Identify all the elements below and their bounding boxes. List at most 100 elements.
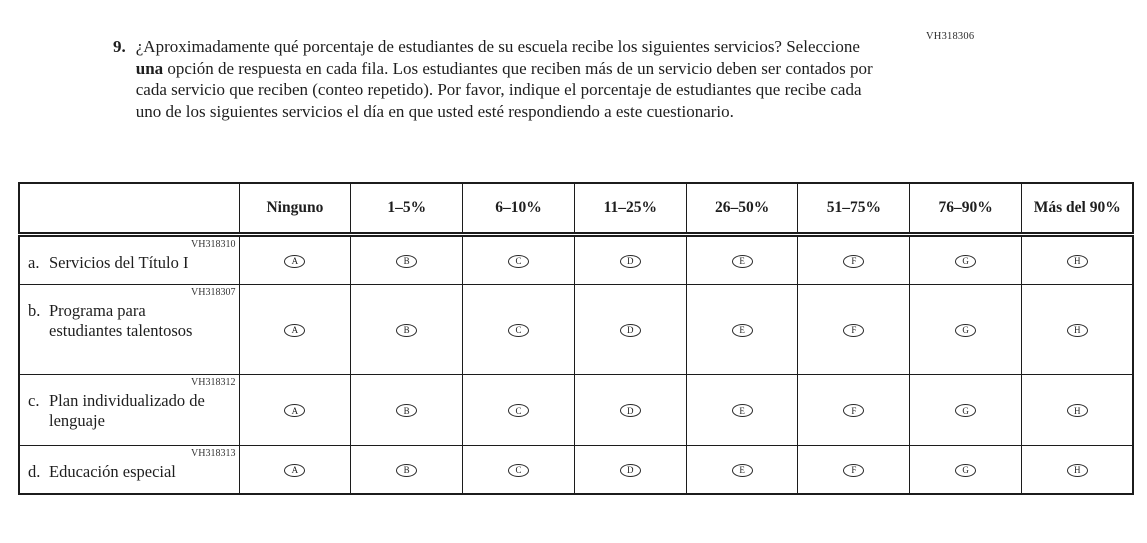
answer-bubble-f[interactable]: F [843, 323, 865, 337]
option-cell: H [1021, 233, 1134, 285]
answer-bubble-b[interactable]: B [396, 323, 418, 337]
option-cell: G [909, 444, 1023, 495]
row-variable-code: VH318313 [191, 447, 236, 459]
row-item-text: Servicios del Título I [49, 252, 189, 272]
answer-bubble-h[interactable]: H [1066, 323, 1088, 337]
option-cell: A [238, 233, 352, 285]
row-item-text: Programa para estudiantes talentosos [49, 300, 193, 340]
response-table: Ninguno 1–5% 6–10% 11–25% 26–50% 51–75% … [18, 182, 1135, 495]
row-label-cell: VH318307 b. Programa para estudiantes tale… [18, 283, 240, 375]
row-label: a. Servicios del Título I [28, 253, 237, 273]
answer-bubble-d[interactable]: D [619, 463, 641, 477]
row-item-letter: a. [28, 252, 40, 272]
column-header-1-5: 1–5% [350, 182, 464, 237]
answer-bubble-c[interactable]: C [507, 404, 529, 417]
column-header-6-10: 6–10% [462, 182, 575, 237]
table-row-b: VH318307 b. Programa para estudiantes tale… [18, 283, 1134, 375]
option-cell: E [685, 233, 799, 285]
answer-bubble-e[interactable]: E [731, 323, 753, 337]
option-cell: B [350, 283, 464, 375]
answer-bubble-d[interactable]: D [619, 323, 641, 337]
option-cell: G [909, 233, 1023, 285]
answer-bubble-c[interactable]: C [507, 463, 529, 477]
option-cell: F [797, 444, 911, 495]
answer-bubble-a[interactable]: A [284, 463, 306, 477]
answer-bubble-g[interactable]: G [955, 404, 977, 417]
row-label-cell: VH318312 c. Plan individualizado de lengua… [18, 373, 240, 446]
question-block: 9. ¿Aproximadamente qué porcentaje de es… [113, 36, 888, 122]
answer-bubble-g[interactable]: G [955, 323, 977, 337]
row-item-text: Educación especial [49, 461, 176, 481]
row-label: d. Educación especial [28, 462, 237, 482]
option-cell: D [573, 283, 687, 375]
option-cell: A [238, 373, 352, 446]
question-text-part2: opción de respuesta en cada fila. Los es… [135, 58, 873, 121]
answer-bubble-h[interactable]: H [1066, 254, 1088, 268]
question-variable-code: VH318306 [926, 31, 975, 42]
row-item-letter: b. [28, 300, 41, 320]
option-cell: H [1021, 283, 1134, 375]
answer-bubble-h[interactable]: H [1066, 463, 1088, 477]
row-label-cell: VH318313 d. Educación especial [18, 444, 240, 495]
option-cell: F [797, 373, 911, 446]
answer-bubble-d[interactable]: D [619, 254, 641, 268]
row-variable-code: VH318312 [191, 376, 236, 388]
option-cell: A [238, 283, 352, 375]
answer-bubble-f[interactable]: F [843, 404, 865, 417]
row-label: c. Plan individualizado de lenguaje [28, 391, 237, 431]
answer-bubble-a[interactable]: A [284, 323, 306, 337]
row-variable-code: VH318307 [191, 286, 236, 298]
column-header-11-25: 11–25% [573, 182, 687, 237]
row-variable-code: VH318310 [191, 238, 236, 250]
option-cell: D [573, 444, 687, 495]
answer-bubble-f[interactable]: F [843, 254, 865, 268]
answer-bubble-b[interactable]: B [396, 463, 418, 477]
option-cell: C [462, 444, 575, 495]
option-cell: D [573, 373, 687, 446]
question-text: ¿Aproximadamente qué porcentaje de estud… [136, 36, 884, 122]
row-label: b. Programa para estudiantes talentosos [28, 301, 237, 341]
answer-bubble-h[interactable]: H [1066, 404, 1088, 417]
option-cell: D [573, 233, 687, 285]
answer-bubble-b[interactable]: B [396, 254, 418, 268]
row-item-letter: d. [28, 461, 41, 481]
answer-bubble-a[interactable]: A [284, 254, 306, 268]
option-cell: E [685, 444, 799, 495]
answer-bubble-g[interactable]: G [955, 254, 977, 268]
column-header-mas-90: Más del 90% [1021, 182, 1134, 237]
option-cell: C [462, 283, 575, 375]
answer-bubble-g[interactable]: G [955, 463, 977, 477]
column-header-ninguno: Ninguno [238, 182, 352, 237]
answer-bubble-c[interactable]: C [507, 323, 529, 337]
table-row-c: VH318312 c. Plan individualizado de lengua… [18, 373, 1134, 446]
option-cell: C [462, 233, 575, 285]
option-cell: A [238, 444, 352, 495]
table-row-a: VH318310 a. Servicios del Título I A B C D E F G H [18, 233, 1134, 285]
option-cell: E [685, 283, 799, 375]
table-row-d: VH318313 d. Educación especial A B C D E F G H [18, 444, 1134, 495]
question-text-bold-word: una [135, 58, 164, 78]
answer-bubble-e[interactable]: E [731, 254, 753, 268]
option-cell: B [350, 444, 464, 495]
answer-bubble-c[interactable]: C [507, 254, 529, 268]
option-cell: H [1021, 373, 1134, 446]
answer-bubble-e[interactable]: E [731, 404, 753, 417]
option-cell: B [350, 233, 464, 285]
option-cell: F [797, 233, 911, 285]
table-body: VH318310 a. Servicios del Título I A B C D E F G H… [18, 233, 1134, 495]
answer-bubble-f[interactable]: F [843, 463, 865, 477]
row-item-text: Plan individualizado de lenguaje [49, 390, 205, 430]
option-cell: B [350, 373, 464, 446]
header-empty-corner [18, 182, 240, 237]
option-cell: G [909, 373, 1023, 446]
option-cell: C [462, 373, 575, 446]
column-header-26-50: 26–50% [685, 182, 799, 237]
answer-bubble-e[interactable]: E [731, 463, 753, 477]
option-cell: H [1021, 444, 1134, 495]
answer-bubble-d[interactable]: D [619, 404, 641, 417]
answer-bubble-a[interactable]: A [284, 404, 306, 417]
row-item-letter: c. [28, 390, 40, 410]
answer-bubble-b[interactable]: B [396, 404, 418, 417]
header-row: Ninguno 1–5% 6–10% 11–25% 26–50% 51–75% … [18, 182, 1134, 237]
